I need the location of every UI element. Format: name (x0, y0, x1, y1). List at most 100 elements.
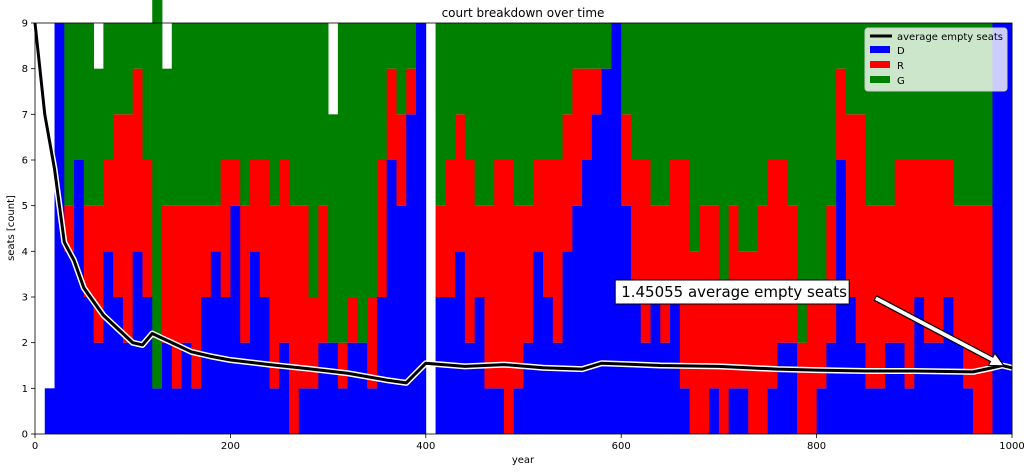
area-segment-r (660, 205, 671, 343)
area-segment-r (122, 114, 134, 343)
area-segment-r (406, 68, 417, 115)
area-segment-r (689, 251, 700, 434)
area-segment-d (298, 388, 309, 434)
area-segment-r (914, 160, 925, 297)
area-segment-r (376, 160, 388, 297)
area-segment-g (738, 23, 749, 252)
area-segment-g (132, 23, 143, 69)
area-segment-d (201, 297, 212, 434)
area-segment-d (924, 342, 935, 434)
area-segment-d (562, 251, 573, 434)
area-segment-g (621, 23, 632, 115)
area-segment-d (396, 205, 407, 434)
area-segment-r (670, 160, 681, 297)
area-segment-g (171, 23, 182, 206)
area-segment-d (855, 342, 866, 434)
area-segment-d (347, 342, 358, 434)
area-segment-d (83, 297, 95, 434)
area-segment-g (367, 23, 378, 297)
area-segment-r (113, 114, 124, 297)
area-segment-r (787, 205, 798, 343)
area-segment-d (601, 68, 612, 435)
x-axis: 0 200 400 600 800 1000 (32, 434, 1025, 452)
area-segment-r (64, 205, 75, 252)
area-segment-r (308, 297, 319, 389)
legend-label-r: R (897, 61, 904, 72)
area-segment-g (562, 23, 573, 115)
area-segment-d (181, 342, 192, 434)
area-segment-r (494, 160, 505, 389)
area-segment-g (982, 23, 993, 206)
area-segment-d (640, 342, 651, 434)
area-segment-g (259, 23, 270, 160)
area-segment-d (74, 160, 85, 434)
area-segment-g (74, 23, 85, 160)
area-segment-g (445, 23, 456, 160)
area-segment-r (337, 342, 349, 389)
area-segment-d (728, 388, 739, 434)
y-tick-label: 7 (22, 110, 28, 121)
legend-swatch-d (870, 46, 890, 53)
area-segment-g (328, 114, 339, 343)
y-tick-label: 4 (22, 247, 28, 258)
annotation: 1.45055 average empty seats (614, 279, 1006, 367)
area-segment-g (630, 23, 642, 160)
y-tick-label: 5 (22, 201, 28, 212)
area-segment-d (103, 251, 114, 434)
area-segment-r (191, 205, 202, 389)
area-segment-g (191, 23, 202, 206)
area-segment-r (230, 160, 241, 206)
area-segment-d (230, 205, 241, 434)
area-segment-g (757, 23, 769, 206)
area-segment-d (318, 342, 329, 434)
area-segment-r (464, 160, 476, 343)
area-segment-g (484, 23, 495, 206)
area-segment-g (797, 23, 808, 343)
area-segment-g (386, 23, 397, 69)
x-tick-label: 0 (32, 441, 38, 452)
area-segment-d (523, 342, 534, 434)
area-segment-d (191, 388, 202, 434)
area-segment-r (513, 205, 524, 389)
area-segment-r (797, 342, 808, 434)
area-segment-g (523, 23, 534, 206)
area-segment-r (777, 160, 788, 343)
area-segment-g (748, 23, 759, 252)
area-segment-d (738, 388, 749, 434)
area-segment-r (699, 205, 710, 434)
area-segment-d (406, 114, 417, 434)
area-segment-g (670, 23, 681, 160)
area-segment-r (347, 297, 358, 343)
area-segment-r (552, 160, 563, 343)
area-segment-g (220, 23, 231, 160)
area-segment-r (210, 205, 222, 252)
area-segment-g (396, 23, 407, 115)
area-segment-r (435, 205, 446, 297)
area-segment-g (650, 23, 661, 206)
x-tick-label: 800 (807, 441, 826, 452)
area-segment-r (572, 68, 583, 206)
area-segment-d (767, 388, 778, 434)
area-segment-r (582, 68, 593, 160)
y-tick-label: 1 (22, 384, 28, 395)
area-segment-d (162, 342, 173, 434)
area-segment-g (640, 23, 651, 160)
area-segment-r (963, 205, 974, 389)
annotation-arrow (873, 294, 1006, 367)
area-segment-g (269, 23, 280, 206)
area-segment-g (875, 23, 886, 206)
area-segment-g (181, 23, 192, 206)
y-axis-title: seats [count] (6, 195, 17, 261)
area-segment-r (396, 114, 407, 206)
area-segment-g (816, 23, 827, 297)
area-segment-d (709, 388, 720, 434)
area-segment-g (972, 23, 984, 206)
area-segment-g (601, 23, 612, 69)
area-segment-g (201, 23, 212, 206)
area-segment-g (582, 23, 593, 69)
area-segment-d (171, 388, 182, 434)
area-segment-r (83, 205, 95, 297)
area-segment-g (64, 23, 75, 206)
area-segment-g (845, 23, 857, 115)
area-segment-r (103, 160, 114, 252)
